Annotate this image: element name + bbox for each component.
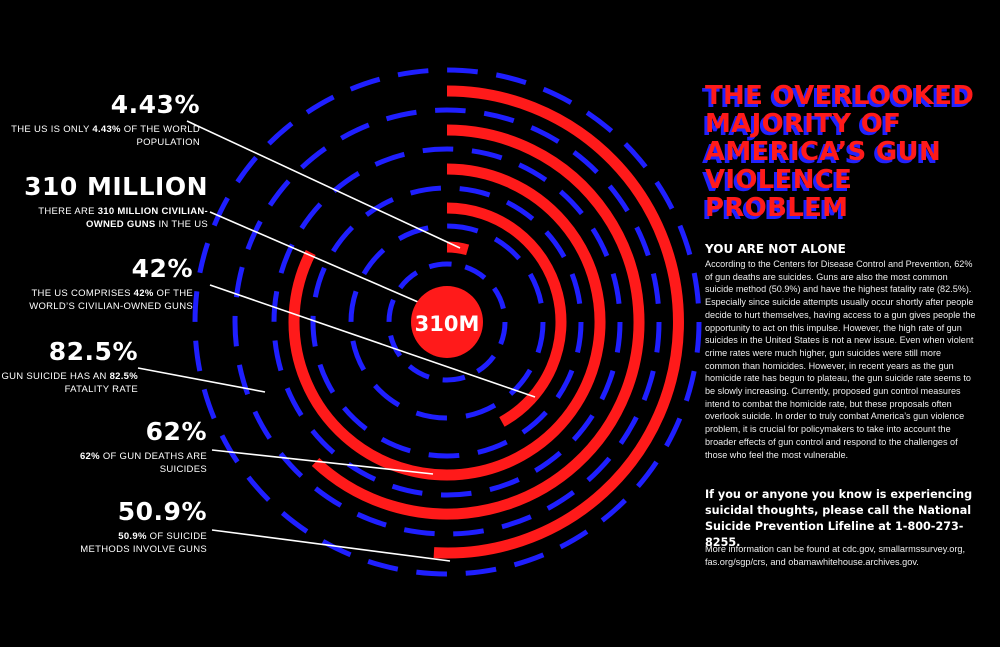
stat-gun-deaths-suicides: 62% 62% OF GUN DEATHS ARE SUICIDES bbox=[77, 418, 207, 476]
data-arc bbox=[288, 163, 606, 481]
dashed-ring bbox=[232, 107, 662, 537]
page-title: THE OVERLOOKED MAJORITY OF AMERICA’S GUN… bbox=[705, 82, 985, 222]
stat-value: 42% bbox=[131, 254, 193, 283]
dashed-ring bbox=[310, 185, 584, 459]
title-line: MAJORITY OF bbox=[705, 109, 902, 139]
stat-value: 50.9% bbox=[117, 497, 207, 526]
stat-description: THE US COMPRISES 42% OF THE WORLD’S CIVI… bbox=[29, 288, 193, 312]
data-arc bbox=[311, 124, 645, 520]
stat-fatality-rate: 82.5% GUN SUICIDE HAS AN 82.5% FATALITY … bbox=[0, 338, 138, 396]
stat-value: 310 MILLION bbox=[24, 172, 208, 201]
leader-line bbox=[211, 529, 451, 562]
leader-line bbox=[209, 211, 426, 306]
body-paragraph: According to the Centers for Disease Con… bbox=[705, 259, 976, 460]
stat-description: THE US IS ONLY 4.43% OF THE WORLD POPULA… bbox=[11, 124, 200, 148]
dashed-ring bbox=[386, 261, 508, 383]
stat-value: 82.5% bbox=[48, 337, 138, 366]
leader-line bbox=[137, 367, 266, 393]
stat-world-guns-share: 42% THE US COMPRISES 42% OF THE WORLD’S … bbox=[0, 255, 193, 313]
center-circle bbox=[411, 286, 483, 358]
stat-civilian-guns: 310 MILLION THERE ARE 310 MILLION CIVILI… bbox=[8, 173, 208, 231]
stat-suicide-methods: 50.9% 50.9% OF SUICIDE METHODS INVOLVE G… bbox=[77, 498, 207, 556]
leader-line bbox=[186, 120, 461, 249]
stat-description: THERE ARE 310 MILLION CIVILIAN-OWNED GUN… bbox=[38, 206, 208, 230]
data-arc bbox=[446, 202, 567, 427]
leader-line bbox=[211, 449, 434, 475]
data-arc bbox=[446, 241, 470, 256]
section-heading: YOU ARE NOT ALONE bbox=[705, 242, 846, 256]
leader-line bbox=[209, 284, 536, 398]
stat-value: 62% bbox=[145, 417, 207, 446]
stat-world-population: 4.43% THE US IS ONLY 4.43% OF THE WORLD … bbox=[10, 91, 200, 149]
stat-description: GUN SUICIDE HAS AN 82.5% FATALITY RATE bbox=[1, 371, 138, 395]
dashed-ring bbox=[271, 146, 623, 498]
title-line: THE OVERLOOKED bbox=[705, 81, 975, 111]
help-message: If you or anyone you know is experiencin… bbox=[705, 488, 973, 549]
sources-note: More information can be found at cdc.gov… bbox=[705, 544, 966, 567]
dashed-ring bbox=[348, 223, 546, 421]
dashed-ring bbox=[192, 67, 702, 577]
data-arc bbox=[433, 85, 684, 559]
stat-description: 62% OF GUN DEATHS ARE SUICIDES bbox=[79, 451, 207, 475]
stat-description: 50.9% OF SUICIDE METHODS INVOLVE GUNS bbox=[80, 531, 207, 555]
stat-value: 4.43% bbox=[110, 90, 200, 119]
title-line: VIOLENCE PROBLEM bbox=[705, 165, 853, 223]
center-label: 310M bbox=[415, 312, 480, 336]
title-line: AMERICA’S GUN bbox=[705, 137, 942, 167]
